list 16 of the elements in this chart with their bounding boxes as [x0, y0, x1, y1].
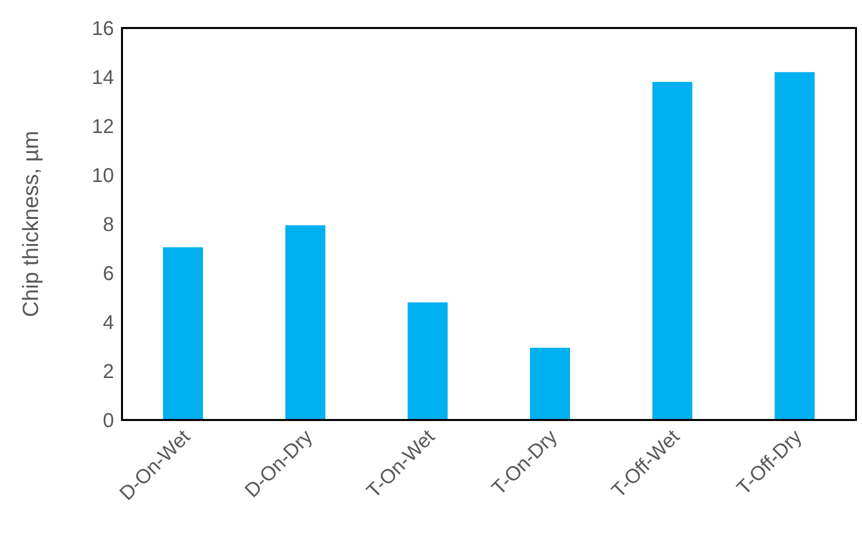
y-tick-label: 8 — [102, 214, 114, 236]
bar — [530, 348, 570, 420]
bar — [408, 302, 448, 420]
bar — [774, 72, 815, 420]
y-tick-label: 14 — [92, 67, 114, 90]
y-tick-label: 10 — [92, 165, 114, 188]
y-tick-label: 0 — [102, 410, 114, 432]
bar — [285, 225, 326, 420]
bar — [163, 247, 203, 420]
y-tick-label: 16 — [92, 18, 114, 40]
y-tick-label: 2 — [102, 361, 114, 384]
y-tick-label: 12 — [92, 116, 114, 138]
y-axis-title: Chip thickness, µm — [18, 130, 43, 318]
y-tick-label: 6 — [102, 263, 114, 286]
bar — [652, 82, 692, 420]
y-tick-label: 4 — [102, 312, 114, 334]
